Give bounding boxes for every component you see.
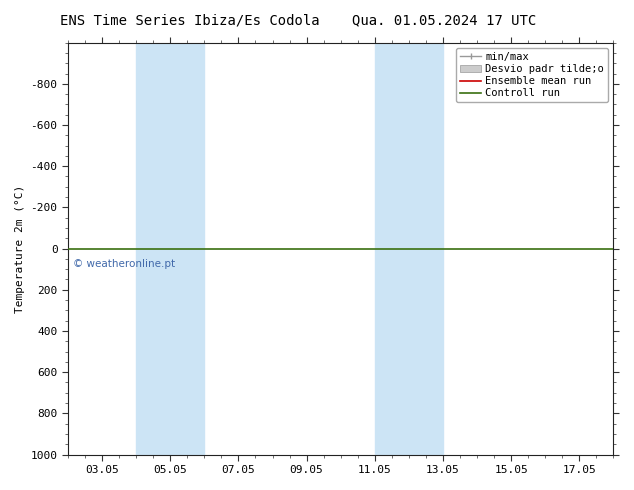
Text: Qua. 01.05.2024 17 UTC: Qua. 01.05.2024 17 UTC: [352, 14, 536, 28]
Bar: [136, 43, 204, 455]
Bar: [375, 43, 443, 455]
Y-axis label: Temperature 2m (°C): Temperature 2m (°C): [15, 184, 25, 313]
Legend: min/max, Desvio padr tilde;o, Ensemble mean run, Controll run: min/max, Desvio padr tilde;o, Ensemble m…: [456, 48, 608, 102]
Text: ENS Time Series Ibiza/Es Codola: ENS Time Series Ibiza/Es Codola: [60, 14, 320, 28]
Text: © weatheronline.pt: © weatheronline.pt: [73, 259, 175, 269]
